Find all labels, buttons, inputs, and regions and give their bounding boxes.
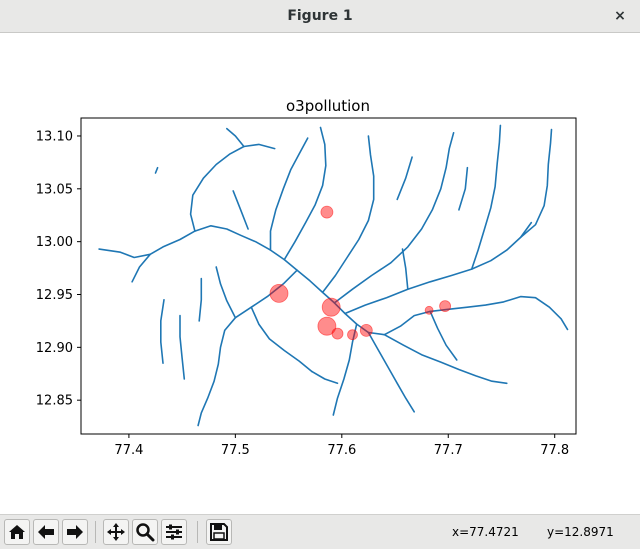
sliders-icon [166,524,182,540]
pan-button[interactable] [103,519,129,545]
pollution-point [424,305,434,315]
save-button[interactable] [206,519,232,545]
river-line [189,143,276,232]
pollution-point [321,297,341,317]
pollution-point [331,327,344,340]
pollution-point [439,300,452,313]
arrow-right-icon [67,525,83,539]
move-icon [107,523,125,541]
river-line [226,127,245,148]
cursor-y-readout: y=12.8971 [547,525,614,539]
plot-frame [80,117,577,435]
window-titlebar: Figure 1 × [0,0,640,33]
river-line [98,225,386,336]
river-line [519,128,553,239]
forward-button[interactable] [62,519,88,545]
y-tick-label: 13.00 [36,235,73,250]
pollution-point [317,316,337,336]
y-tick-label: 13.05 [36,182,73,197]
river-line [160,299,165,364]
pollution-point [347,329,358,341]
river-line [198,277,203,322]
river-line [383,295,569,336]
navigation-toolbar: x=77.4721 y=12.8971 [0,514,640,549]
river-line [470,124,502,270]
toolbar-separator [197,521,198,543]
river-line [179,314,186,380]
pollution-point [269,283,289,303]
river-line [458,166,469,211]
x-tick-label: 77.7 [434,443,463,458]
river-line [321,135,375,294]
river-line [154,166,159,174]
river-line [311,370,339,385]
river-line [215,266,237,319]
close-icon[interactable]: × [614,8,626,24]
river-line [283,126,327,261]
cursor-x-readout: x=77.4721 [452,525,519,539]
river-line [333,132,455,304]
chart-title: o3pollution [286,97,370,115]
home-button[interactable] [4,519,30,545]
chart: o3pollution 77.4 77.5 77.6 77.7 77.8 12.8512… [36,97,577,458]
river-line [269,137,309,251]
river-line [383,333,508,385]
pollution-point [359,323,373,337]
figure-canvas[interactable]: o3pollution 77.4 77.5 77.6 77.7 77.8 12.85 12… [0,33,640,514]
y-tick-label: 12.95 [36,288,73,303]
arrow-left-icon [38,525,54,539]
y-tick-label: 12.85 [36,394,73,409]
river-line [332,323,358,416]
river-line [250,306,313,373]
river-network [98,124,569,427]
river-line [401,248,409,290]
river-line [396,156,413,201]
river-line [429,310,458,361]
x-tick-label: 77.6 [327,443,356,458]
configure-subplots-button[interactable] [161,519,187,545]
river-line [232,190,249,230]
y-tick-label: 13.10 [36,129,73,144]
river-line [367,331,415,413]
x-tick-label: 77.5 [221,443,250,458]
y-tick-label: 12.90 [36,341,73,356]
river-line [131,253,151,283]
x-axis: 77.4 77.5 77.6 77.7 77.8 [114,434,569,458]
river-line [344,221,533,315]
y-axis: 12.85 12.90 12.95 13.00 13.05 13.10 [36,129,81,409]
toolbar-separator [95,521,96,543]
back-button[interactable] [33,519,59,545]
floppy-disk-icon [210,523,228,541]
magnifier-icon [136,523,155,542]
pollution-point [320,205,334,219]
x-tick-label: 77.4 [114,443,143,458]
zoom-button[interactable] [132,519,158,545]
window-title: Figure 1 [287,8,353,24]
x-tick-label: 77.8 [540,443,569,458]
home-icon [9,525,25,539]
pollution-points [269,205,452,341]
